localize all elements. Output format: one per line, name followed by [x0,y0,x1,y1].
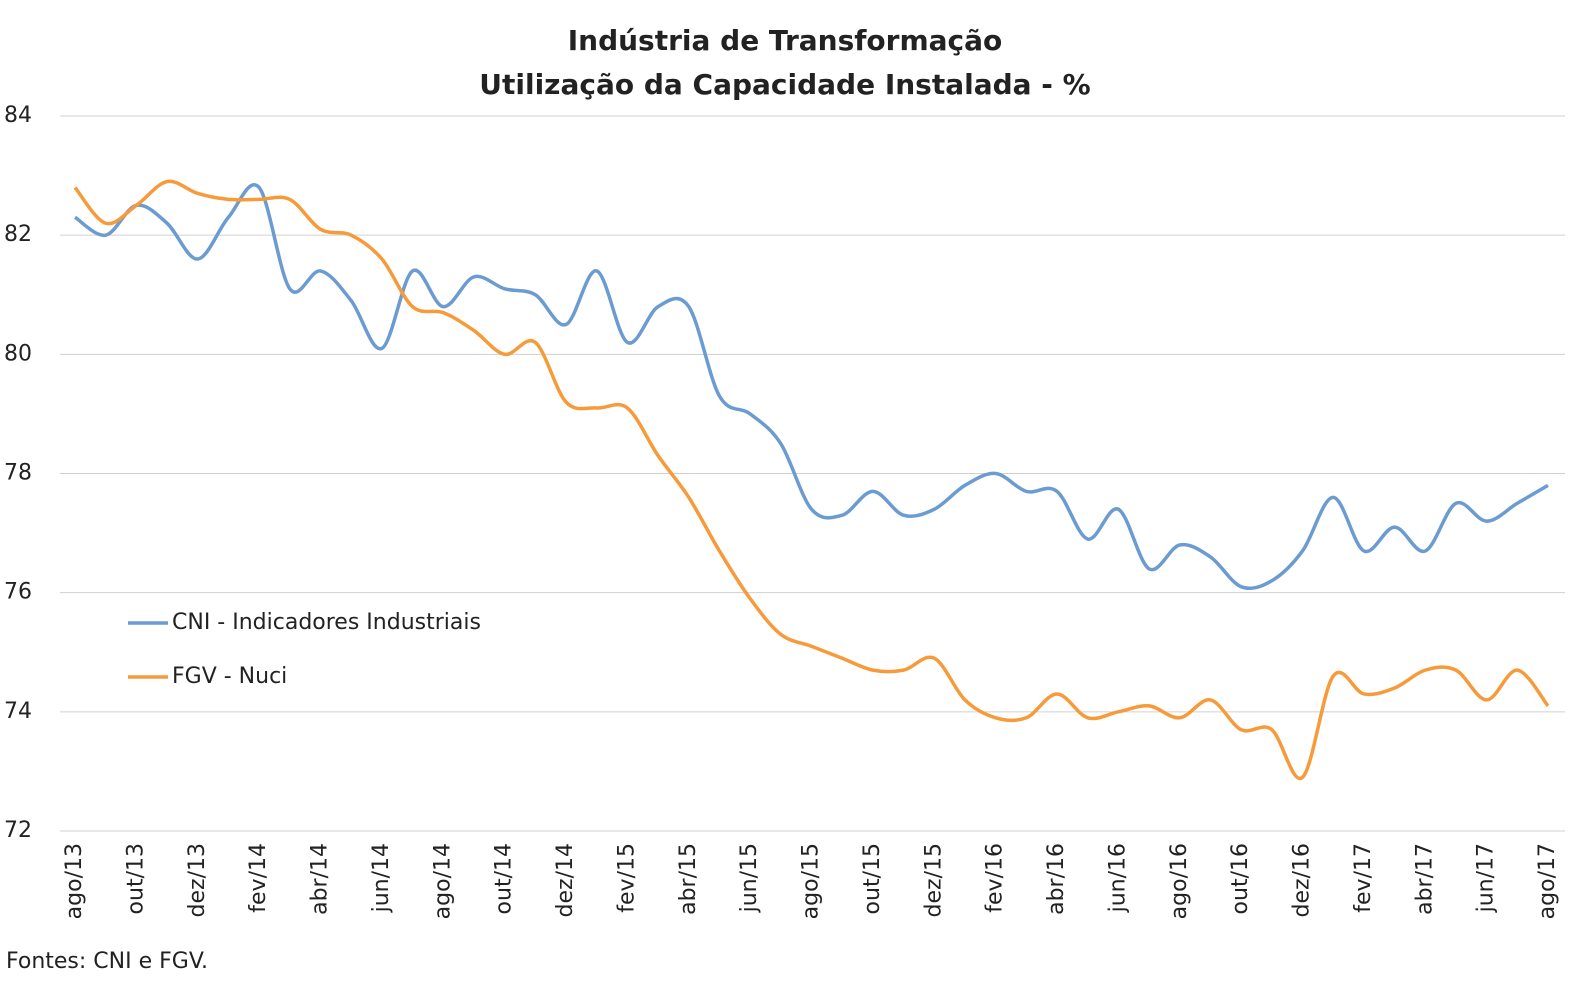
x-tick-label: dez/14 [553,843,578,917]
x-tick-label: abr/15 [676,843,701,915]
y-tick-label: 84 [4,103,32,128]
y-tick-label: 78 [4,461,32,486]
x-tick-label: out/13 [123,843,148,914]
y-tick-label: 72 [4,818,32,843]
x-tick-label: jun/17 [1474,843,1499,913]
y-tick-label: 76 [4,580,32,605]
series-line [73,183,1549,591]
x-tick-label: dez/15 [921,843,946,917]
x-tick-label: out/16 [1228,843,1253,914]
x-tick-label: dez/13 [185,843,210,917]
x-tick-label: abr/17 [1412,843,1437,915]
x-tick-label: out/15 [860,843,885,914]
source-note: Fontes: CNI e FGV. [6,949,208,974]
y-tick-label: 74 [4,699,32,724]
x-tick-label: fev/16 [983,843,1008,913]
x-tick-label: jun/14 [369,843,394,913]
x-tick-label: abr/14 [308,843,333,915]
x-tick-label: dez/16 [1290,843,1315,917]
x-tick-label: ago/16 [1167,843,1192,919]
chart-title: Indústria de Transformação [568,24,1003,57]
x-tick-label: out/14 [492,843,517,914]
x-tick-label: abr/16 [1044,843,1069,915]
x-tick-label: ago/15 [799,843,824,919]
series-line [73,179,1550,781]
chart-subtitle: Utilização da Capacidade Instalada - % [479,68,1090,101]
x-tick-label: jun/15 [737,843,762,913]
x-tick-label: fev/14 [246,843,271,913]
x-tick-label: fev/17 [1351,843,1376,913]
legend-label: FGV - Nuci [172,664,287,689]
x-tick-label: fev/15 [614,843,639,913]
x-tick-label: jun/16 [1105,843,1130,913]
legend-label: CNI - Indicadores Industriais [172,610,481,635]
x-tick-label: ago/14 [430,843,455,919]
x-tick-label: ago/13 [62,843,87,919]
y-tick-label: 80 [4,341,32,366]
x-tick-label: ago/17 [1535,843,1560,919]
y-tick-label: 82 [4,222,32,247]
